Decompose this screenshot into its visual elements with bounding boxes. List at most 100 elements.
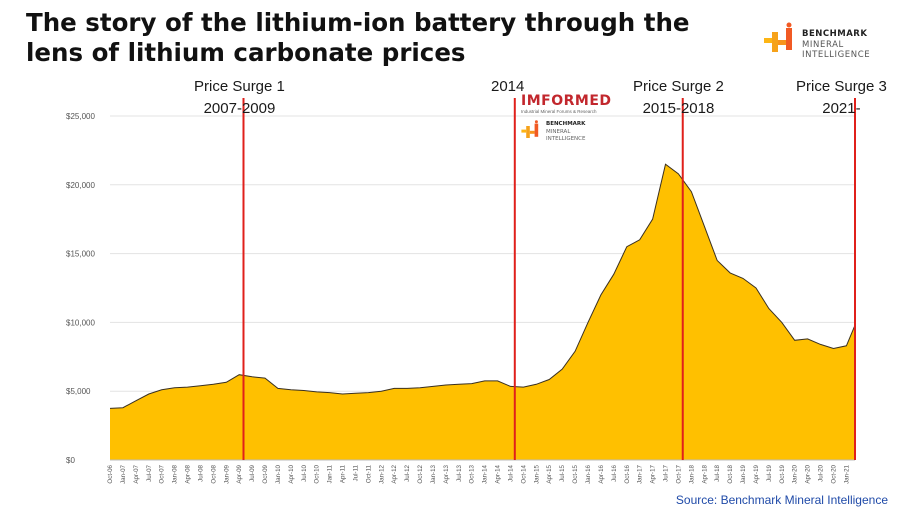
x-tick-label: Apr-07 — [133, 464, 140, 483]
price-point — [755, 287, 757, 289]
x-tick-label: Oct-17 — [675, 464, 682, 483]
x-tick-label: Oct-19 — [779, 464, 786, 483]
annotation-period: 2007-2009 — [203, 100, 276, 117]
x-tick-label: Jul-07 — [146, 464, 153, 481]
annotation-label: Price Surge 2 — [633, 78, 724, 95]
benchmark-logo-icon — [764, 22, 792, 52]
y-tick-label: $15,000 — [66, 250, 95, 259]
informed-logo: IMFORMED Industrial Mineral Forums & Res… — [519, 93, 629, 117]
price-point — [768, 307, 770, 309]
price-point — [535, 383, 537, 385]
x-tick-label: Apr-13 — [443, 464, 450, 483]
price-point — [548, 378, 550, 380]
x-tick-label: Oct-11 — [365, 464, 372, 483]
x-tick-label: Jul-08 — [197, 464, 204, 481]
x-tick-label: Oct-06 — [107, 464, 114, 483]
price-point — [664, 163, 666, 165]
price-point — [148, 393, 150, 395]
chart-title: The story of the lithium-ion battery thr… — [26, 8, 726, 68]
price-point — [600, 294, 602, 296]
price-point — [845, 345, 847, 347]
x-tick-label: Apr-17 — [650, 464, 657, 483]
x-tick-label: Jul-15 — [559, 464, 566, 481]
price-point — [626, 246, 628, 248]
price-point — [432, 385, 434, 387]
benchmark-small-logo-line-3: INTELLIGENCE — [546, 136, 586, 142]
x-tick-label: Jan-12 — [378, 464, 385, 483]
price-point — [613, 273, 615, 275]
x-tick-label: Apr-15 — [546, 464, 553, 483]
benchmark-logo-name: BENCHMARK — [802, 29, 868, 39]
x-tick-label: Jan-09 — [223, 464, 230, 483]
price-point — [264, 377, 266, 379]
x-tick-label: Oct-10 — [314, 464, 321, 483]
annotation-price-surge-3: Price Surge 3 2021- — [796, 76, 887, 120]
informed-logo-subtitle: Industrial Mineral Forums & Research — [521, 109, 597, 114]
price-point — [677, 173, 679, 175]
y-tick-label: $10,000 — [66, 318, 95, 327]
annotation-price-surge-2: Price Surge 2 2015-2018 — [633, 76, 724, 120]
x-tick-label: Apr-10 — [288, 464, 295, 483]
benchmark-small-logo-line-2: MINERAL — [546, 129, 571, 135]
x-tick-label: Jan-11 — [327, 464, 334, 483]
price-point — [690, 191, 692, 193]
benchmark-small-logo-name: BENCHMARK — [546, 121, 586, 127]
chart-title-line-2: lens of lithium carbonate prices — [26, 38, 466, 67]
price-point — [354, 392, 356, 394]
price-point — [380, 390, 382, 392]
x-tick-label: Oct-15 — [572, 464, 579, 483]
x-tick-label: Oct-18 — [727, 464, 734, 483]
x-tick-label: Jan-17 — [637, 464, 644, 483]
price-point — [703, 225, 705, 227]
x-tick-label: Jan-13 — [430, 464, 437, 483]
x-tick-label: Jul-09 — [249, 464, 256, 481]
price-point — [484, 380, 486, 382]
x-tick-label: Jul-12 — [404, 464, 411, 481]
price-point — [251, 376, 253, 378]
y-tick-label: $5,000 — [66, 387, 91, 396]
price-point — [445, 384, 447, 386]
x-tick-label: Jan-14 — [482, 464, 489, 483]
price-point — [328, 391, 330, 393]
x-tick-label: Jan-19 — [740, 464, 747, 483]
x-tick-label: Jan-10 — [275, 464, 282, 483]
x-tick-label: Oct-13 — [469, 464, 476, 483]
price-point — [639, 239, 641, 241]
price-point — [122, 407, 124, 409]
x-tick-label: Oct-07 — [159, 464, 166, 483]
price-point — [316, 391, 318, 393]
price-point — [367, 391, 369, 393]
price-point — [341, 393, 343, 395]
x-tick-label: Apr-09 — [236, 464, 243, 483]
x-tick-label: Oct-16 — [624, 464, 631, 483]
price-point — [716, 259, 718, 261]
y-tick-label: $0 — [66, 456, 75, 465]
annotation-label: 2014 — [491, 78, 525, 95]
annotation-period: 2015-2018 — [642, 100, 715, 117]
x-tick-label: Apr-14 — [495, 464, 502, 483]
chart-title-line-1: The story of the lithium-ion battery thr… — [26, 8, 690, 37]
benchmark-logo-line-2: MINERAL — [802, 40, 844, 50]
price-point — [794, 339, 796, 341]
x-tick-label: Jul-11 — [353, 464, 360, 481]
annotation-label: Price Surge 1 — [194, 78, 285, 95]
price-point — [509, 385, 511, 387]
price-point — [406, 387, 408, 389]
x-tick-label: Jul-10 — [301, 464, 308, 481]
price-line — [109, 163, 856, 409]
y-tick-label: $25,000 — [66, 112, 95, 121]
price-point — [458, 383, 460, 385]
x-tick-label: Jan-15 — [533, 464, 540, 483]
price-point — [199, 385, 201, 387]
x-tick-label: Jan-18 — [688, 464, 695, 483]
price-point — [109, 407, 111, 409]
x-tick-label: Apr-20 — [805, 464, 812, 483]
price-area — [110, 164, 855, 460]
x-tick-label: Apr-11 — [340, 464, 347, 483]
annotation-price-surge-1: Price Surge 1 2007-2009 — [194, 76, 285, 120]
y-tick-label: $20,000 — [66, 181, 95, 190]
price-point — [419, 387, 421, 389]
annotation-period: 2021- — [822, 100, 861, 117]
x-tick-label: Oct-09 — [262, 464, 269, 483]
